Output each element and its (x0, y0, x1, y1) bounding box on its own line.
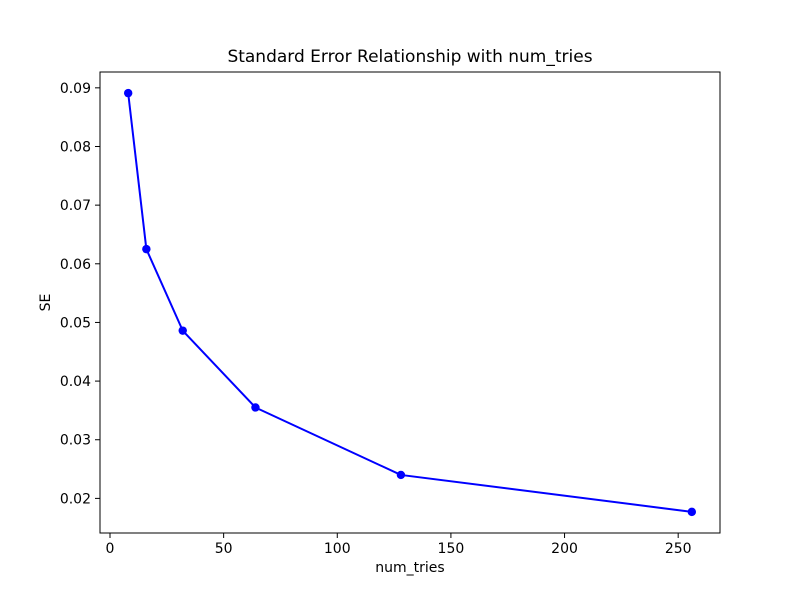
x-tick-label: 100 (324, 541, 351, 557)
x-tick-label: 250 (665, 541, 692, 557)
data-point-marker (396, 470, 406, 480)
plot-content: 0 50 100 150 200 250 0.02 0.03 0.04 0.05 0.06 0.07 0… (60, 71, 721, 557)
y-tick-label: 0.09 (60, 81, 91, 97)
x-tick-label: 0 (106, 541, 115, 557)
y-tick-label: 0.08 (60, 139, 91, 155)
axes-spines (99, 71, 721, 534)
data-point-marker (687, 507, 697, 517)
y-tick-label: 0.04 (60, 374, 91, 390)
y-tick-label: 0.02 (60, 491, 91, 507)
y-tick-label: 0.06 (60, 257, 91, 273)
y-tick-label: 0.03 (60, 433, 91, 449)
y-axis-label: SE (38, 294, 54, 312)
x-tick-label: 150 (438, 541, 465, 557)
x-tick-label: 200 (551, 541, 578, 557)
data-point-marker (251, 403, 260, 412)
y-tick-label: 0.07 (60, 198, 91, 214)
data-line (127, 92, 692, 513)
x-tick-label: 50 (215, 541, 233, 557)
y-tick-label: 0.05 (60, 315, 91, 331)
data-point-marker (142, 244, 151, 254)
chart-title: Standard Error Relationship with num_tri… (227, 47, 592, 67)
data-point-marker (123, 88, 133, 98)
x-axis-label: num_tries (375, 560, 444, 576)
data-point-marker (178, 326, 187, 335)
